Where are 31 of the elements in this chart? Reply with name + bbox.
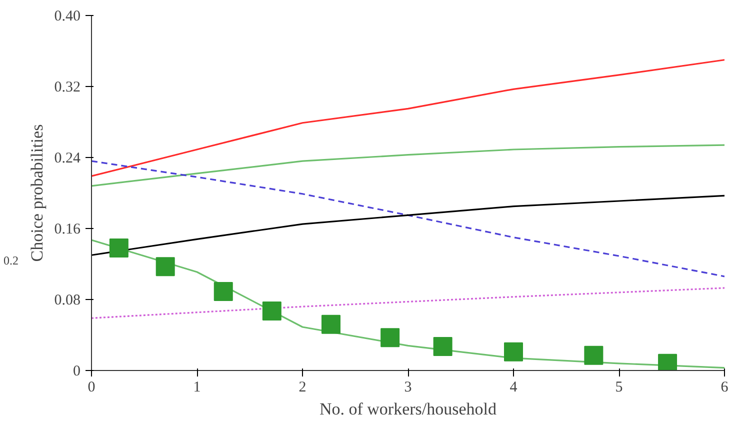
y-tick-label: 0.08 [54, 292, 80, 308]
line-series [92, 194, 724, 256]
x-tick-label: 6 [720, 380, 729, 396]
x-tick-label: 5 [615, 380, 623, 396]
line-series [92, 287, 724, 319]
y-tick-label: 0.32 [54, 80, 80, 96]
x-tick-label: 4 [510, 380, 518, 396]
x-axis-title: No. of workers/household [319, 400, 498, 418]
point [380, 328, 400, 348]
point [262, 302, 282, 321]
point [584, 346, 604, 365]
point [109, 238, 128, 258]
point [433, 337, 452, 356]
point [214, 282, 233, 302]
y-axis-title: Choice probabilities [27, 124, 46, 262]
y-tick-label: 0 [73, 364, 80, 380]
text: 0.2 [4, 253, 18, 268]
x-tick-label: 3 [404, 380, 412, 396]
point [504, 342, 523, 362]
point [321, 314, 340, 334]
point [156, 257, 175, 276]
point [658, 354, 678, 370]
line-series [92, 160, 724, 278]
x-tick-label: 0 [88, 380, 96, 396]
y-tick-label: 0.40 [54, 8, 80, 24]
x-tick-label: 1 [193, 380, 201, 396]
line-series [92, 59, 724, 177]
x-tick-label: 2 [298, 380, 306, 396]
y-tick-label: 0.16 [54, 222, 81, 238]
line-series [92, 144, 724, 187]
y-tick-label: 0.24 [54, 150, 81, 166]
